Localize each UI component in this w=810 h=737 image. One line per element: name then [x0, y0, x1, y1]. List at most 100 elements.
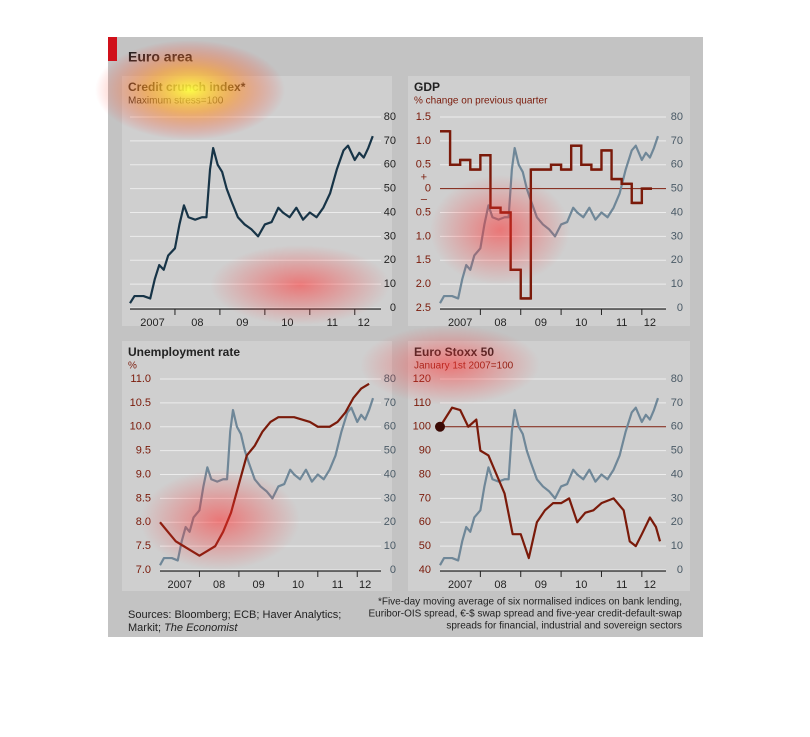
y2-tick-label: 30 — [671, 230, 683, 242]
x-tick-label: 09 — [535, 579, 547, 591]
x-tick-label: 08 — [494, 579, 506, 591]
series-line — [439, 406, 662, 560]
y2-tick-label: 30 — [384, 230, 396, 242]
start-marker — [435, 421, 445, 432]
y2-tick-label: 10 — [671, 278, 683, 290]
x-tick-label: 12 — [359, 579, 371, 591]
footnote: spreads for financial, industrial and so… — [446, 621, 682, 632]
step-connector — [440, 130, 652, 300]
x-tick-label: 12 — [644, 579, 656, 591]
y2-tick-label: 40 — [384, 468, 396, 480]
y2-tick-label: 20 — [384, 254, 396, 266]
y-tick-label: 8.0 — [136, 516, 151, 528]
header-bar — [108, 37, 117, 61]
x-tick-label: 09 — [252, 579, 264, 591]
x-tick-label: 10 — [281, 317, 293, 329]
y-tick-label: 11.0 — [130, 373, 151, 385]
y-tick-label: 8.5 — [136, 492, 151, 504]
y2-tick-label: 30 — [671, 492, 683, 504]
series-line — [129, 135, 374, 304]
y-tick-label: 1.5 — [416, 254, 431, 266]
y-tick-label: 9.0 — [136, 468, 151, 480]
y2-tick-label: 50 — [384, 183, 396, 195]
y2-tick-label: 0 — [390, 302, 396, 314]
y2-tick-label: 80 — [384, 373, 396, 385]
y2-tick-label: 80 — [671, 373, 683, 385]
panel-title: Unemployment rate — [128, 345, 240, 359]
panel-subtitle: % change on previous quarter — [414, 96, 548, 107]
panel-background — [408, 76, 690, 326]
y2-tick-label: 70 — [671, 397, 683, 409]
x-tick-label: 2007 — [448, 317, 472, 329]
y-tick-label: 50 — [419, 540, 431, 552]
y2-tick-label: 20 — [671, 254, 683, 266]
y2-tick-label: 70 — [384, 135, 396, 147]
y2-tick-label: 70 — [384, 397, 396, 409]
y2-tick-label: 50 — [384, 445, 396, 457]
x-tick-label: 12 — [644, 317, 656, 329]
y-tick-label: 2.0 — [416, 278, 431, 290]
y2-tick-label: 0 — [390, 564, 396, 576]
x-tick-label: 11 — [616, 317, 627, 329]
sources-part: The Economist — [164, 622, 238, 634]
x-tick-label: 08 — [213, 579, 225, 591]
x-tick-label: 11 — [616, 579, 627, 591]
y-tick-label: 9.5 — [136, 445, 151, 457]
panel-title: GDP — [414, 80, 440, 94]
panel-subtitle: % — [128, 361, 137, 372]
y-tick-label: 90 — [419, 445, 431, 457]
y2-tick-label: 40 — [671, 206, 683, 218]
series-line — [439, 397, 660, 566]
y2-tick-label: 0 — [677, 564, 683, 576]
y2-tick-label: 80 — [671, 111, 683, 123]
figure-title: Euro area — [128, 49, 193, 65]
x-tick-label: 08 — [191, 317, 203, 329]
y-tick-label: 10.5 — [130, 397, 151, 409]
sources-part: Markit; — [128, 622, 164, 634]
y2-tick-label: 30 — [384, 492, 396, 504]
y-tick-label: 1.5 — [416, 111, 431, 123]
x-tick-label: 2007 — [448, 579, 472, 591]
y-tick-label: 0.5 — [416, 159, 431, 171]
y-tick-label: 1.0 — [416, 135, 431, 147]
y-tick-label: 7.5 — [136, 540, 151, 552]
y-tick-label: 70 — [419, 492, 431, 504]
x-tick-label: 08 — [494, 317, 506, 329]
axis-sign: + — [421, 172, 427, 184]
y-tick-label: 110 — [413, 397, 431, 409]
y2-tick-label: 80 — [384, 111, 396, 123]
axis-sign: – — [421, 194, 428, 206]
y-tick-label: 10.0 — [130, 421, 151, 433]
x-tick-label: 09 — [236, 317, 248, 329]
y2-tick-label: 0 — [677, 302, 683, 314]
panel-background — [122, 76, 392, 326]
y2-tick-label: 40 — [384, 206, 396, 218]
y2-tick-label: 20 — [671, 516, 683, 528]
y2-tick-label: 40 — [671, 468, 683, 480]
x-tick-label: 2007 — [167, 579, 191, 591]
y2-tick-label: 10 — [384, 278, 396, 290]
y2-tick-label: 10 — [384, 540, 396, 552]
panel-subtitle: January 1st 2007=100 — [414, 361, 514, 372]
y-tick-label: 0 — [425, 183, 431, 195]
y-tick-label: 100 — [413, 421, 431, 433]
y2-tick-label: 60 — [384, 421, 396, 433]
y2-tick-label: 60 — [671, 421, 683, 433]
x-tick-label: 09 — [535, 317, 547, 329]
sources: Markit; The Economist — [128, 622, 238, 634]
y2-tick-label: 20 — [384, 516, 396, 528]
y-tick-label: 1.0 — [416, 230, 431, 242]
y-tick-label: 0.5 — [416, 206, 431, 218]
x-tick-label: 12 — [358, 317, 370, 329]
footnote: Euribor-OIS spread, €-$ swap spread and … — [369, 609, 683, 620]
y-tick-label: 2.5 — [416, 302, 431, 314]
panel-title: Euro Stoxx 50 — [414, 345, 494, 359]
footnote: *Five-day moving average of six normalis… — [378, 597, 682, 608]
x-tick-label: 11 — [327, 317, 338, 329]
x-tick-label: 11 — [332, 579, 343, 591]
sources: Sources: Bloomberg; ECB; Haver Analytics… — [128, 609, 341, 621]
x-tick-label: 2007 — [140, 317, 164, 329]
panel-title: Credit crunch index* — [128, 80, 246, 94]
